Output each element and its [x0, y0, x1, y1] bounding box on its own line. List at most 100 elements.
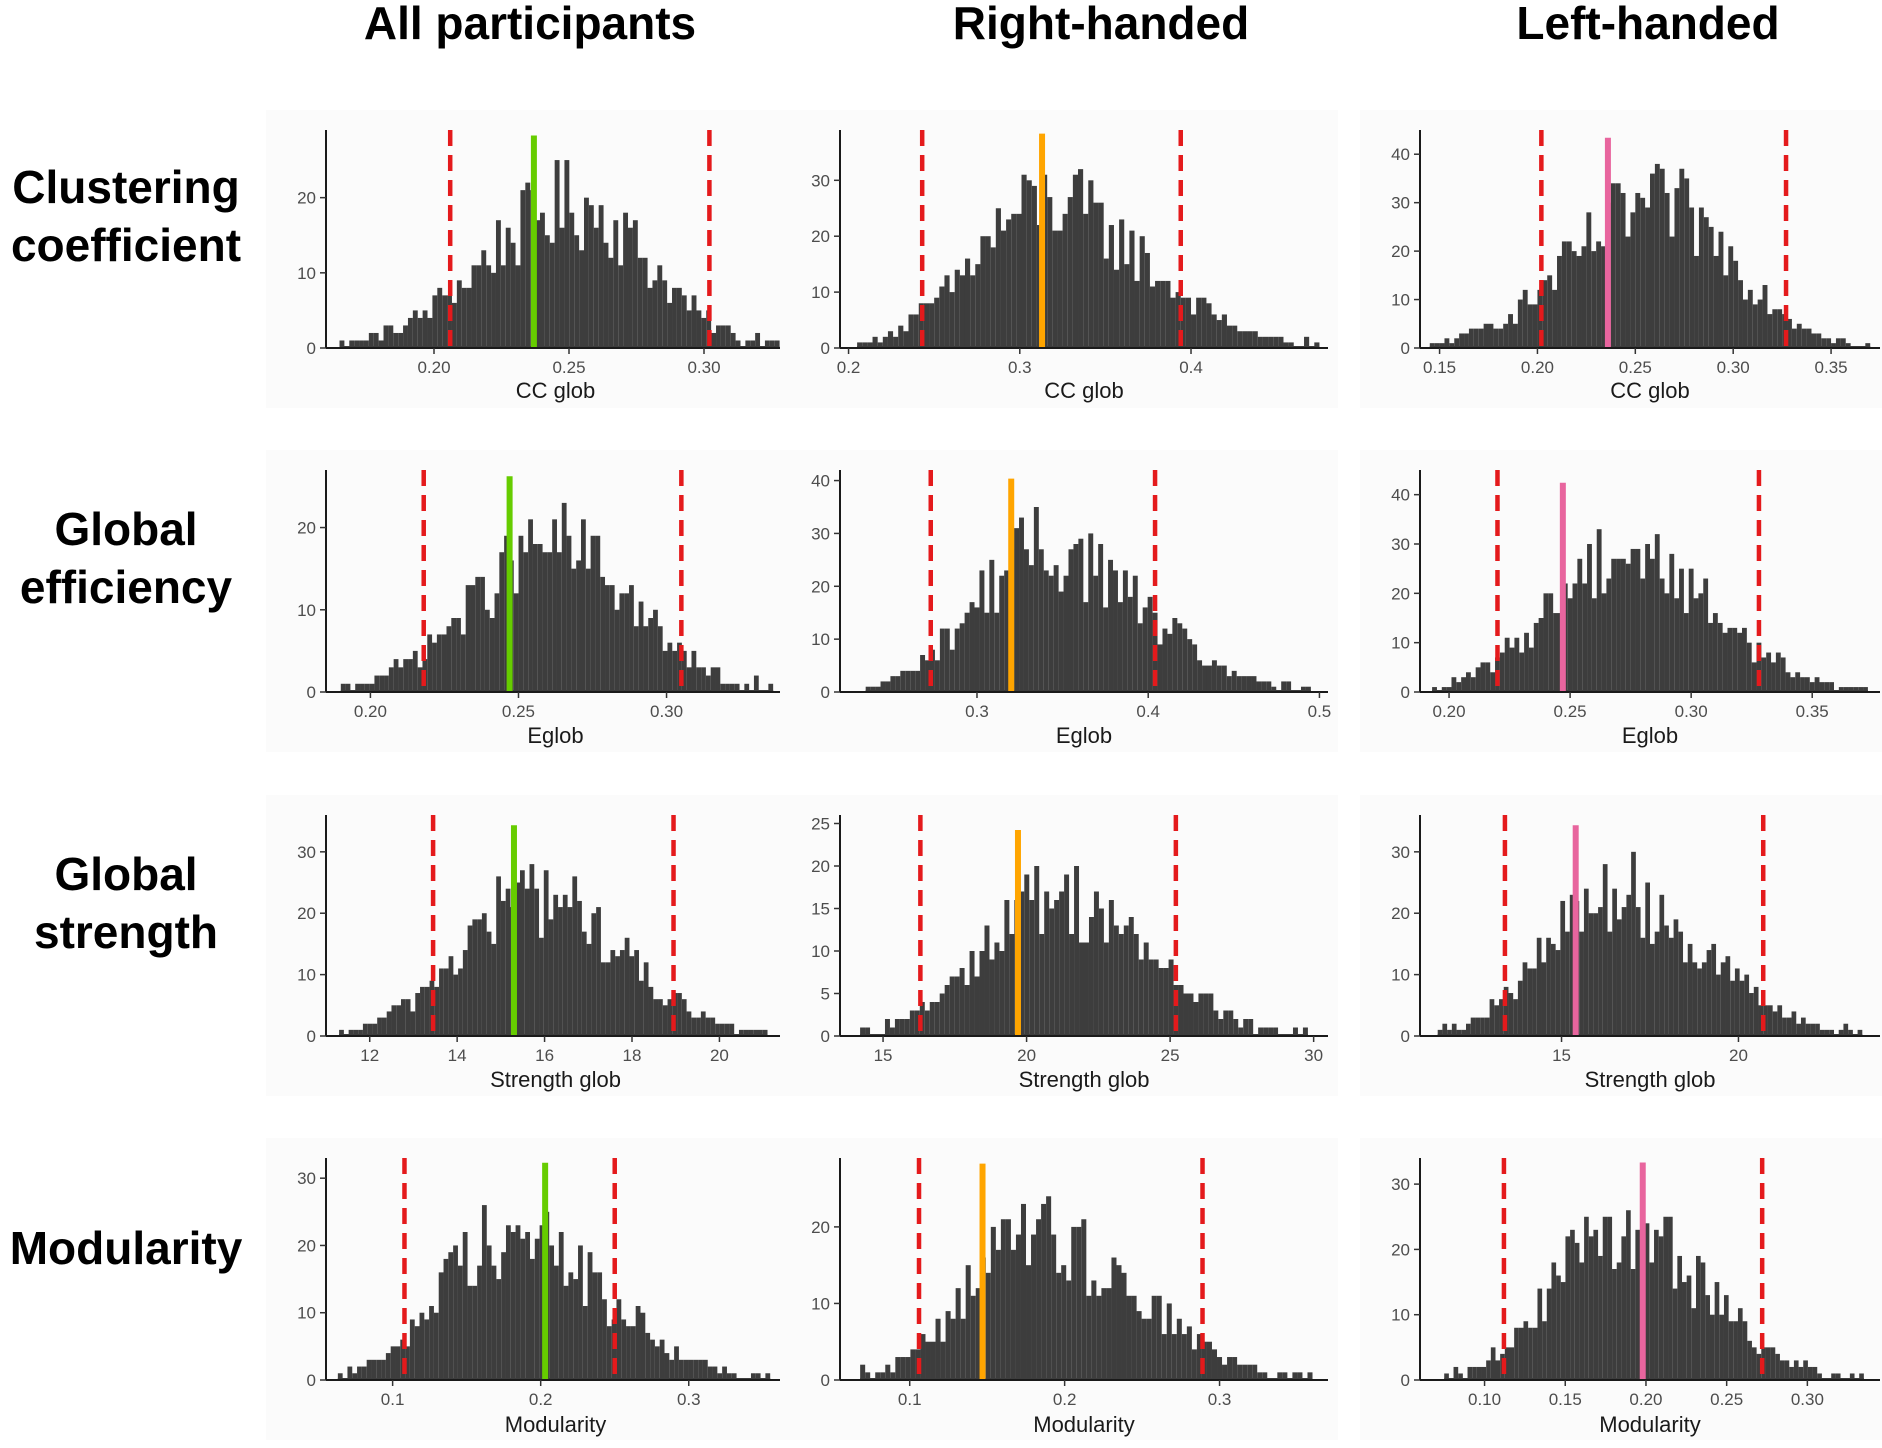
histogram-bar	[460, 634, 466, 692]
y-tick-label: 30	[297, 843, 316, 862]
histogram-bar	[390, 1346, 396, 1380]
x-tick-label: 0.2	[837, 358, 861, 377]
histogram-bar	[1038, 549, 1044, 692]
histogram-bar	[1737, 1308, 1743, 1380]
histogram-bar	[1508, 314, 1513, 348]
histogram-bar	[989, 959, 995, 1036]
histogram-bar	[358, 1029, 363, 1036]
histogram-bar	[1459, 333, 1465, 348]
histogram-bar	[515, 1225, 521, 1380]
x-tick-label: 16	[535, 1046, 554, 1065]
histogram-bar	[720, 325, 726, 348]
y-tick-label: 30	[1391, 1175, 1410, 1194]
histogram-bar	[1300, 686, 1306, 692]
histogram-bar	[1845, 343, 1851, 348]
histogram-bar	[1043, 570, 1049, 692]
histogram-bar	[1697, 968, 1702, 1036]
histogram-bar	[453, 974, 459, 1036]
y-tick-label: 10	[811, 630, 830, 649]
histogram-bar	[1586, 212, 1592, 348]
histogram-bar	[624, 937, 630, 1036]
histogram-bar	[1096, 1295, 1102, 1380]
x-axis-label: CC glob	[516, 378, 595, 403]
histogram-bar	[1437, 1029, 1443, 1036]
y-tick-label: 0	[1401, 339, 1410, 358]
histogram-bar	[384, 675, 389, 692]
histogram-bar	[1028, 565, 1034, 692]
histogram-bar	[757, 1029, 763, 1036]
y-tick-label: 30	[811, 524, 830, 543]
histogram-bar	[1620, 192, 1626, 348]
y-tick-label: 10	[811, 283, 830, 302]
histogram-bar	[393, 659, 399, 692]
histogram-bar	[629, 956, 635, 1036]
y-tick-label: 0	[307, 1371, 316, 1390]
histogram-bar	[1434, 343, 1440, 348]
histogram-bar	[605, 962, 611, 1036]
histogram-bar	[890, 1372, 896, 1380]
histogram-bar	[1810, 1023, 1816, 1036]
histogram-bar	[909, 1010, 915, 1036]
histogram-bar	[605, 585, 610, 692]
histogram-bar	[1504, 1347, 1510, 1380]
histogram-bar	[734, 683, 740, 692]
histogram-bar	[1056, 1272, 1062, 1380]
histogram-bar	[561, 502, 567, 692]
histogram-bar	[1490, 1347, 1496, 1380]
histogram-bar	[1630, 548, 1636, 692]
histogram-bar	[753, 675, 759, 692]
histogram-bar	[462, 950, 468, 1036]
histogram-bar	[707, 1366, 713, 1380]
histogram-bar	[905, 670, 911, 692]
histogram-bar	[524, 888, 530, 1036]
histogram-bar	[513, 593, 519, 692]
histogram-bar	[929, 1002, 935, 1036]
histogram-bar	[1716, 974, 1721, 1036]
histogram-bar	[653, 999, 659, 1036]
histogram-bar	[432, 642, 437, 692]
histogram-bar	[1513, 999, 1518, 1036]
histogram-bar	[1213, 1010, 1219, 1036]
histogram-bar	[621, 1319, 627, 1380]
histogram-bar	[1815, 1023, 1820, 1036]
histogram-bar	[634, 950, 639, 1036]
histogram-bar	[1546, 937, 1551, 1036]
histogram-bar	[1498, 328, 1504, 348]
histogram-bar	[405, 1346, 410, 1380]
x-tick-label: 0.5	[1308, 702, 1332, 721]
histogram-bar	[1700, 1262, 1706, 1380]
histogram-bar	[441, 634, 447, 692]
y-tick-label: 20	[811, 857, 830, 876]
histogram-bar	[722, 1366, 727, 1380]
histogram-bar	[1719, 1314, 1724, 1380]
histogram-bar	[491, 1265, 497, 1380]
histogram-bar	[965, 1265, 971, 1380]
histogram-bar	[398, 332, 404, 348]
histogram-bar	[1541, 962, 1547, 1036]
histogram-bar	[1191, 314, 1197, 348]
histogram-bar	[1266, 681, 1272, 692]
row-title-line: strength	[34, 906, 218, 958]
y-tick-label: 0	[821, 339, 830, 358]
histogram-bar	[554, 160, 560, 348]
histogram-bar	[417, 667, 423, 692]
histogram-bar	[505, 1225, 511, 1380]
histogram-bar	[674, 1346, 679, 1380]
y-tick-label: 20	[297, 904, 316, 923]
histogram-bar	[1180, 297, 1186, 348]
x-axis-label: Strength glob	[490, 1067, 621, 1092]
histogram-bar	[477, 1265, 482, 1380]
histogram-bar	[1147, 596, 1153, 692]
histogram-bar	[865, 686, 871, 692]
histogram-bar	[429, 1306, 434, 1380]
x-tick-label: 25	[1161, 1046, 1180, 1065]
histogram-bar	[678, 1359, 684, 1380]
histogram-bar	[466, 287, 472, 348]
histogram-bar	[1533, 622, 1539, 692]
histogram-bar	[934, 660, 940, 692]
histogram-bar	[1543, 593, 1549, 692]
histogram-bar	[1650, 173, 1655, 348]
x-axis-label: CC glob	[1610, 378, 1689, 403]
histogram-bar	[481, 1205, 487, 1380]
histogram-bar	[409, 1319, 415, 1380]
